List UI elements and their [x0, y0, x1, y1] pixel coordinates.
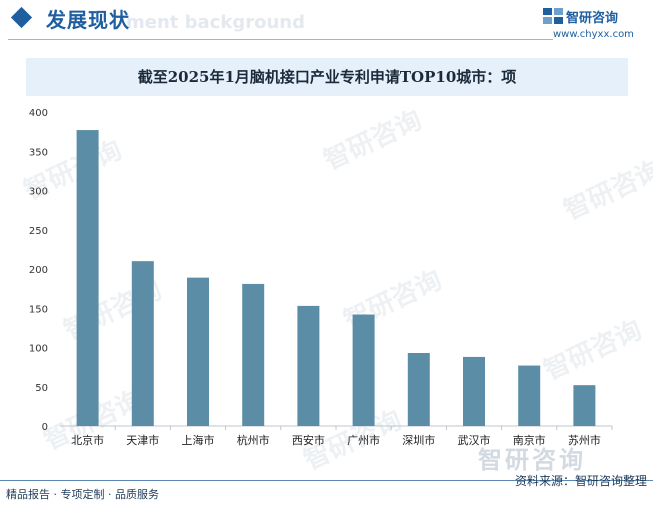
- bar: [518, 365, 541, 426]
- section-watermark: ment background: [126, 12, 305, 33]
- x-tick-label: 广州市: [347, 433, 380, 447]
- footer-divider: [0, 480, 653, 481]
- x-tick-label: 杭州市: [237, 433, 270, 447]
- x-tick-label: 武汉市: [458, 433, 491, 447]
- bar: [463, 356, 485, 426]
- y-tick-label: 250: [29, 226, 48, 237]
- section-title: 发展现状: [46, 8, 130, 32]
- footer-tagline: 精品报告 · 专项定制 · 品质服务: [6, 488, 159, 501]
- bar: [131, 261, 154, 426]
- bar-chart: 0 50 100 150 200 250 300 350 400 北京市 天津市 上海市 杭州市 西安市 广…: [29, 108, 613, 447]
- y-tick-label: 150: [29, 304, 48, 315]
- bar: [407, 352, 430, 426]
- bar: [573, 385, 596, 426]
- x-tick-label: 南京市: [513, 433, 546, 447]
- x-tick-label: 深圳市: [402, 433, 435, 447]
- x-tick-label: 西安市: [292, 433, 325, 447]
- logo-icon: [543, 8, 563, 24]
- x-tick-label: 苏州市: [568, 433, 601, 447]
- x-tick-label: 北京市: [71, 433, 104, 447]
- data-source: 资料来源：智研咨询整理: [514, 474, 647, 488]
- bar: [76, 130, 99, 426]
- y-tick-label: 200: [29, 265, 48, 276]
- logo-name: 智研咨询: [566, 11, 619, 26]
- bar: [352, 314, 375, 426]
- diamond-icon: [10, 6, 33, 29]
- bar: [242, 283, 265, 426]
- chart-title: 截至2025年1月脑机接口产业专利申请TOP10城市：项: [137, 68, 517, 86]
- y-tick-label: 350: [29, 147, 48, 158]
- y-tick-label: 50: [35, 383, 48, 394]
- y-tick-label: 300: [29, 187, 48, 198]
- bar: [187, 277, 209, 426]
- page-header: ment background 发展现状 智研咨询 www.chyxx.com: [0, 0, 653, 44]
- logo-url: www.chyxx.com: [553, 29, 634, 40]
- header-divider: [8, 39, 553, 40]
- x-tick-label: 天津市: [126, 433, 159, 447]
- y-tick-label: 0: [42, 422, 48, 433]
- chart-title-band: 截至2025年1月脑机接口产业专利申请TOP10城市：项: [26, 58, 628, 96]
- x-tick-label: 上海市: [182, 433, 215, 447]
- brand-logo: 智研咨询 www.chyxx.com: [543, 5, 639, 43]
- y-tick-label: 100: [29, 344, 48, 355]
- footer-watermark: 智研咨询: [478, 446, 586, 474]
- y-tick-label: 400: [29, 108, 48, 119]
- bar: [297, 305, 320, 426]
